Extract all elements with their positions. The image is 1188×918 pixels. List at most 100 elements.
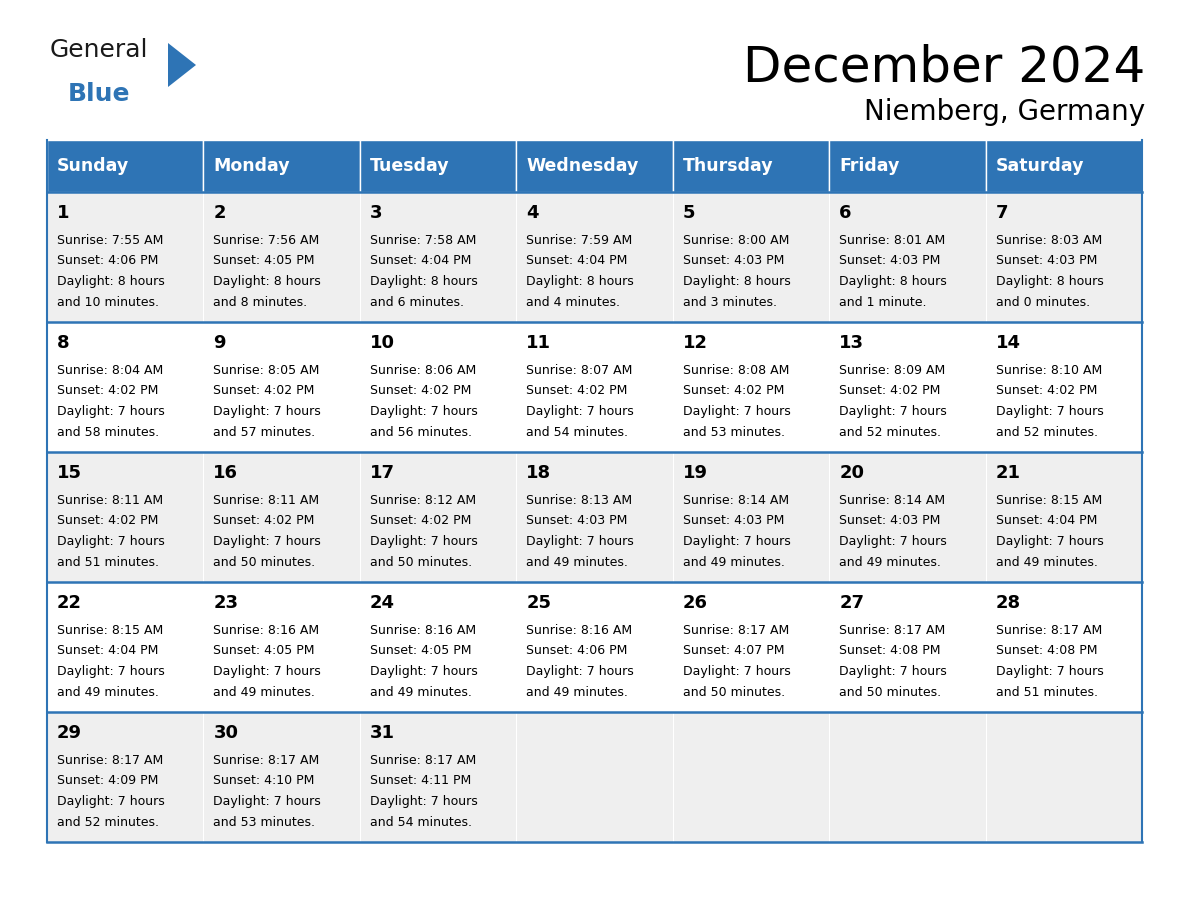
Text: and 49 minutes.: and 49 minutes. bbox=[526, 555, 628, 568]
Bar bbox=[986, 452, 1142, 582]
Text: 18: 18 bbox=[526, 464, 551, 482]
Text: December 2024: December 2024 bbox=[742, 43, 1145, 91]
Bar bbox=[517, 192, 672, 322]
Text: and 0 minutes.: and 0 minutes. bbox=[996, 296, 1089, 308]
Text: Sunrise: 8:05 AM: Sunrise: 8:05 AM bbox=[214, 364, 320, 377]
Text: Sunrise: 8:17 AM: Sunrise: 8:17 AM bbox=[839, 624, 946, 637]
Text: Daylight: 7 hours: Daylight: 7 hours bbox=[683, 535, 790, 548]
Bar bbox=[48, 712, 203, 842]
Bar bbox=[829, 582, 986, 712]
Text: 30: 30 bbox=[214, 724, 239, 742]
Bar bbox=[203, 582, 360, 712]
Text: and 49 minutes.: and 49 minutes. bbox=[526, 686, 628, 699]
Text: Blue: Blue bbox=[68, 82, 131, 106]
Bar bbox=[203, 192, 360, 322]
Text: 11: 11 bbox=[526, 334, 551, 352]
Text: Daylight: 7 hours: Daylight: 7 hours bbox=[839, 405, 947, 418]
Bar bbox=[360, 582, 517, 712]
Text: Sunset: 4:08 PM: Sunset: 4:08 PM bbox=[996, 644, 1097, 657]
Bar bbox=[672, 712, 829, 842]
Text: Daylight: 7 hours: Daylight: 7 hours bbox=[57, 405, 165, 418]
Text: Sunday: Sunday bbox=[57, 157, 129, 175]
Text: Daylight: 8 hours: Daylight: 8 hours bbox=[57, 275, 165, 288]
Text: 29: 29 bbox=[57, 724, 82, 742]
Text: Sunset: 4:03 PM: Sunset: 4:03 PM bbox=[526, 514, 627, 528]
Text: Sunset: 4:02 PM: Sunset: 4:02 PM bbox=[57, 514, 158, 528]
Text: 9: 9 bbox=[214, 334, 226, 352]
Text: Daylight: 7 hours: Daylight: 7 hours bbox=[369, 405, 478, 418]
Text: and 49 minutes.: and 49 minutes. bbox=[57, 686, 159, 699]
Bar bbox=[829, 140, 986, 192]
Text: Sunrise: 8:13 AM: Sunrise: 8:13 AM bbox=[526, 494, 632, 507]
Text: Sunrise: 8:17 AM: Sunrise: 8:17 AM bbox=[214, 754, 320, 767]
Bar bbox=[986, 322, 1142, 452]
Text: 13: 13 bbox=[839, 334, 864, 352]
Bar bbox=[829, 452, 986, 582]
Text: Daylight: 7 hours: Daylight: 7 hours bbox=[996, 665, 1104, 678]
Text: Sunrise: 8:06 AM: Sunrise: 8:06 AM bbox=[369, 364, 476, 377]
Bar bbox=[672, 452, 829, 582]
Text: and 51 minutes.: and 51 minutes. bbox=[996, 686, 1098, 699]
Text: Sunset: 4:06 PM: Sunset: 4:06 PM bbox=[57, 254, 158, 267]
Text: Daylight: 8 hours: Daylight: 8 hours bbox=[369, 275, 478, 288]
Bar bbox=[360, 322, 517, 452]
Text: Sunset: 4:04 PM: Sunset: 4:04 PM bbox=[369, 254, 472, 267]
Bar bbox=[360, 192, 517, 322]
Text: Sunrise: 7:58 AM: Sunrise: 7:58 AM bbox=[369, 234, 476, 247]
Bar bbox=[517, 582, 672, 712]
Text: Sunrise: 8:15 AM: Sunrise: 8:15 AM bbox=[996, 494, 1101, 507]
Text: and 8 minutes.: and 8 minutes. bbox=[214, 296, 308, 308]
Text: Sunrise: 8:17 AM: Sunrise: 8:17 AM bbox=[683, 624, 789, 637]
Text: Daylight: 7 hours: Daylight: 7 hours bbox=[214, 795, 321, 808]
Text: Sunrise: 8:11 AM: Sunrise: 8:11 AM bbox=[214, 494, 320, 507]
Text: Sunset: 4:02 PM: Sunset: 4:02 PM bbox=[683, 385, 784, 397]
Text: Daylight: 7 hours: Daylight: 7 hours bbox=[369, 535, 478, 548]
Text: Sunset: 4:02 PM: Sunset: 4:02 PM bbox=[369, 514, 472, 528]
Text: and 54 minutes.: and 54 minutes. bbox=[369, 815, 472, 829]
Text: Monday: Monday bbox=[214, 157, 290, 175]
Text: and 10 minutes.: and 10 minutes. bbox=[57, 296, 159, 308]
Text: and 58 minutes.: and 58 minutes. bbox=[57, 426, 159, 439]
Text: Sunset: 4:03 PM: Sunset: 4:03 PM bbox=[839, 514, 941, 528]
Text: Sunrise: 8:04 AM: Sunrise: 8:04 AM bbox=[57, 364, 163, 377]
Text: Sunrise: 8:17 AM: Sunrise: 8:17 AM bbox=[369, 754, 476, 767]
Text: Daylight: 7 hours: Daylight: 7 hours bbox=[214, 535, 321, 548]
Text: Sunset: 4:07 PM: Sunset: 4:07 PM bbox=[683, 644, 784, 657]
Bar bbox=[672, 582, 829, 712]
Bar bbox=[517, 452, 672, 582]
Bar bbox=[672, 322, 829, 452]
Bar bbox=[986, 140, 1142, 192]
Bar bbox=[672, 192, 829, 322]
Text: and 6 minutes.: and 6 minutes. bbox=[369, 296, 463, 308]
Text: Daylight: 7 hours: Daylight: 7 hours bbox=[369, 665, 478, 678]
Text: Sunset: 4:05 PM: Sunset: 4:05 PM bbox=[214, 254, 315, 267]
Text: Daylight: 7 hours: Daylight: 7 hours bbox=[526, 665, 634, 678]
Text: and 49 minutes.: and 49 minutes. bbox=[839, 555, 941, 568]
Text: Daylight: 7 hours: Daylight: 7 hours bbox=[996, 405, 1104, 418]
Bar bbox=[517, 140, 672, 192]
Text: Sunset: 4:04 PM: Sunset: 4:04 PM bbox=[996, 514, 1097, 528]
Text: Sunset: 4:02 PM: Sunset: 4:02 PM bbox=[57, 385, 158, 397]
Text: Sunset: 4:10 PM: Sunset: 4:10 PM bbox=[214, 775, 315, 788]
Text: Sunrise: 8:10 AM: Sunrise: 8:10 AM bbox=[996, 364, 1101, 377]
Text: 28: 28 bbox=[996, 594, 1020, 612]
Text: Sunrise: 8:01 AM: Sunrise: 8:01 AM bbox=[839, 234, 946, 247]
Text: 22: 22 bbox=[57, 594, 82, 612]
Text: Sunrise: 8:07 AM: Sunrise: 8:07 AM bbox=[526, 364, 633, 377]
Text: Sunrise: 8:14 AM: Sunrise: 8:14 AM bbox=[839, 494, 946, 507]
Text: Sunset: 4:03 PM: Sunset: 4:03 PM bbox=[839, 254, 941, 267]
Text: 2: 2 bbox=[214, 204, 226, 222]
Text: 25: 25 bbox=[526, 594, 551, 612]
Text: Sunrise: 8:12 AM: Sunrise: 8:12 AM bbox=[369, 494, 476, 507]
Text: Daylight: 7 hours: Daylight: 7 hours bbox=[57, 535, 165, 548]
Text: and 56 minutes.: and 56 minutes. bbox=[369, 426, 472, 439]
Text: 5: 5 bbox=[683, 204, 695, 222]
Bar bbox=[360, 140, 517, 192]
Text: and 52 minutes.: and 52 minutes. bbox=[839, 426, 941, 439]
Text: Sunrise: 8:14 AM: Sunrise: 8:14 AM bbox=[683, 494, 789, 507]
Bar bbox=[203, 452, 360, 582]
Text: Sunrise: 7:56 AM: Sunrise: 7:56 AM bbox=[214, 234, 320, 247]
Bar bbox=[517, 712, 672, 842]
Text: Sunset: 4:02 PM: Sunset: 4:02 PM bbox=[214, 385, 315, 397]
Text: Daylight: 7 hours: Daylight: 7 hours bbox=[839, 535, 947, 548]
